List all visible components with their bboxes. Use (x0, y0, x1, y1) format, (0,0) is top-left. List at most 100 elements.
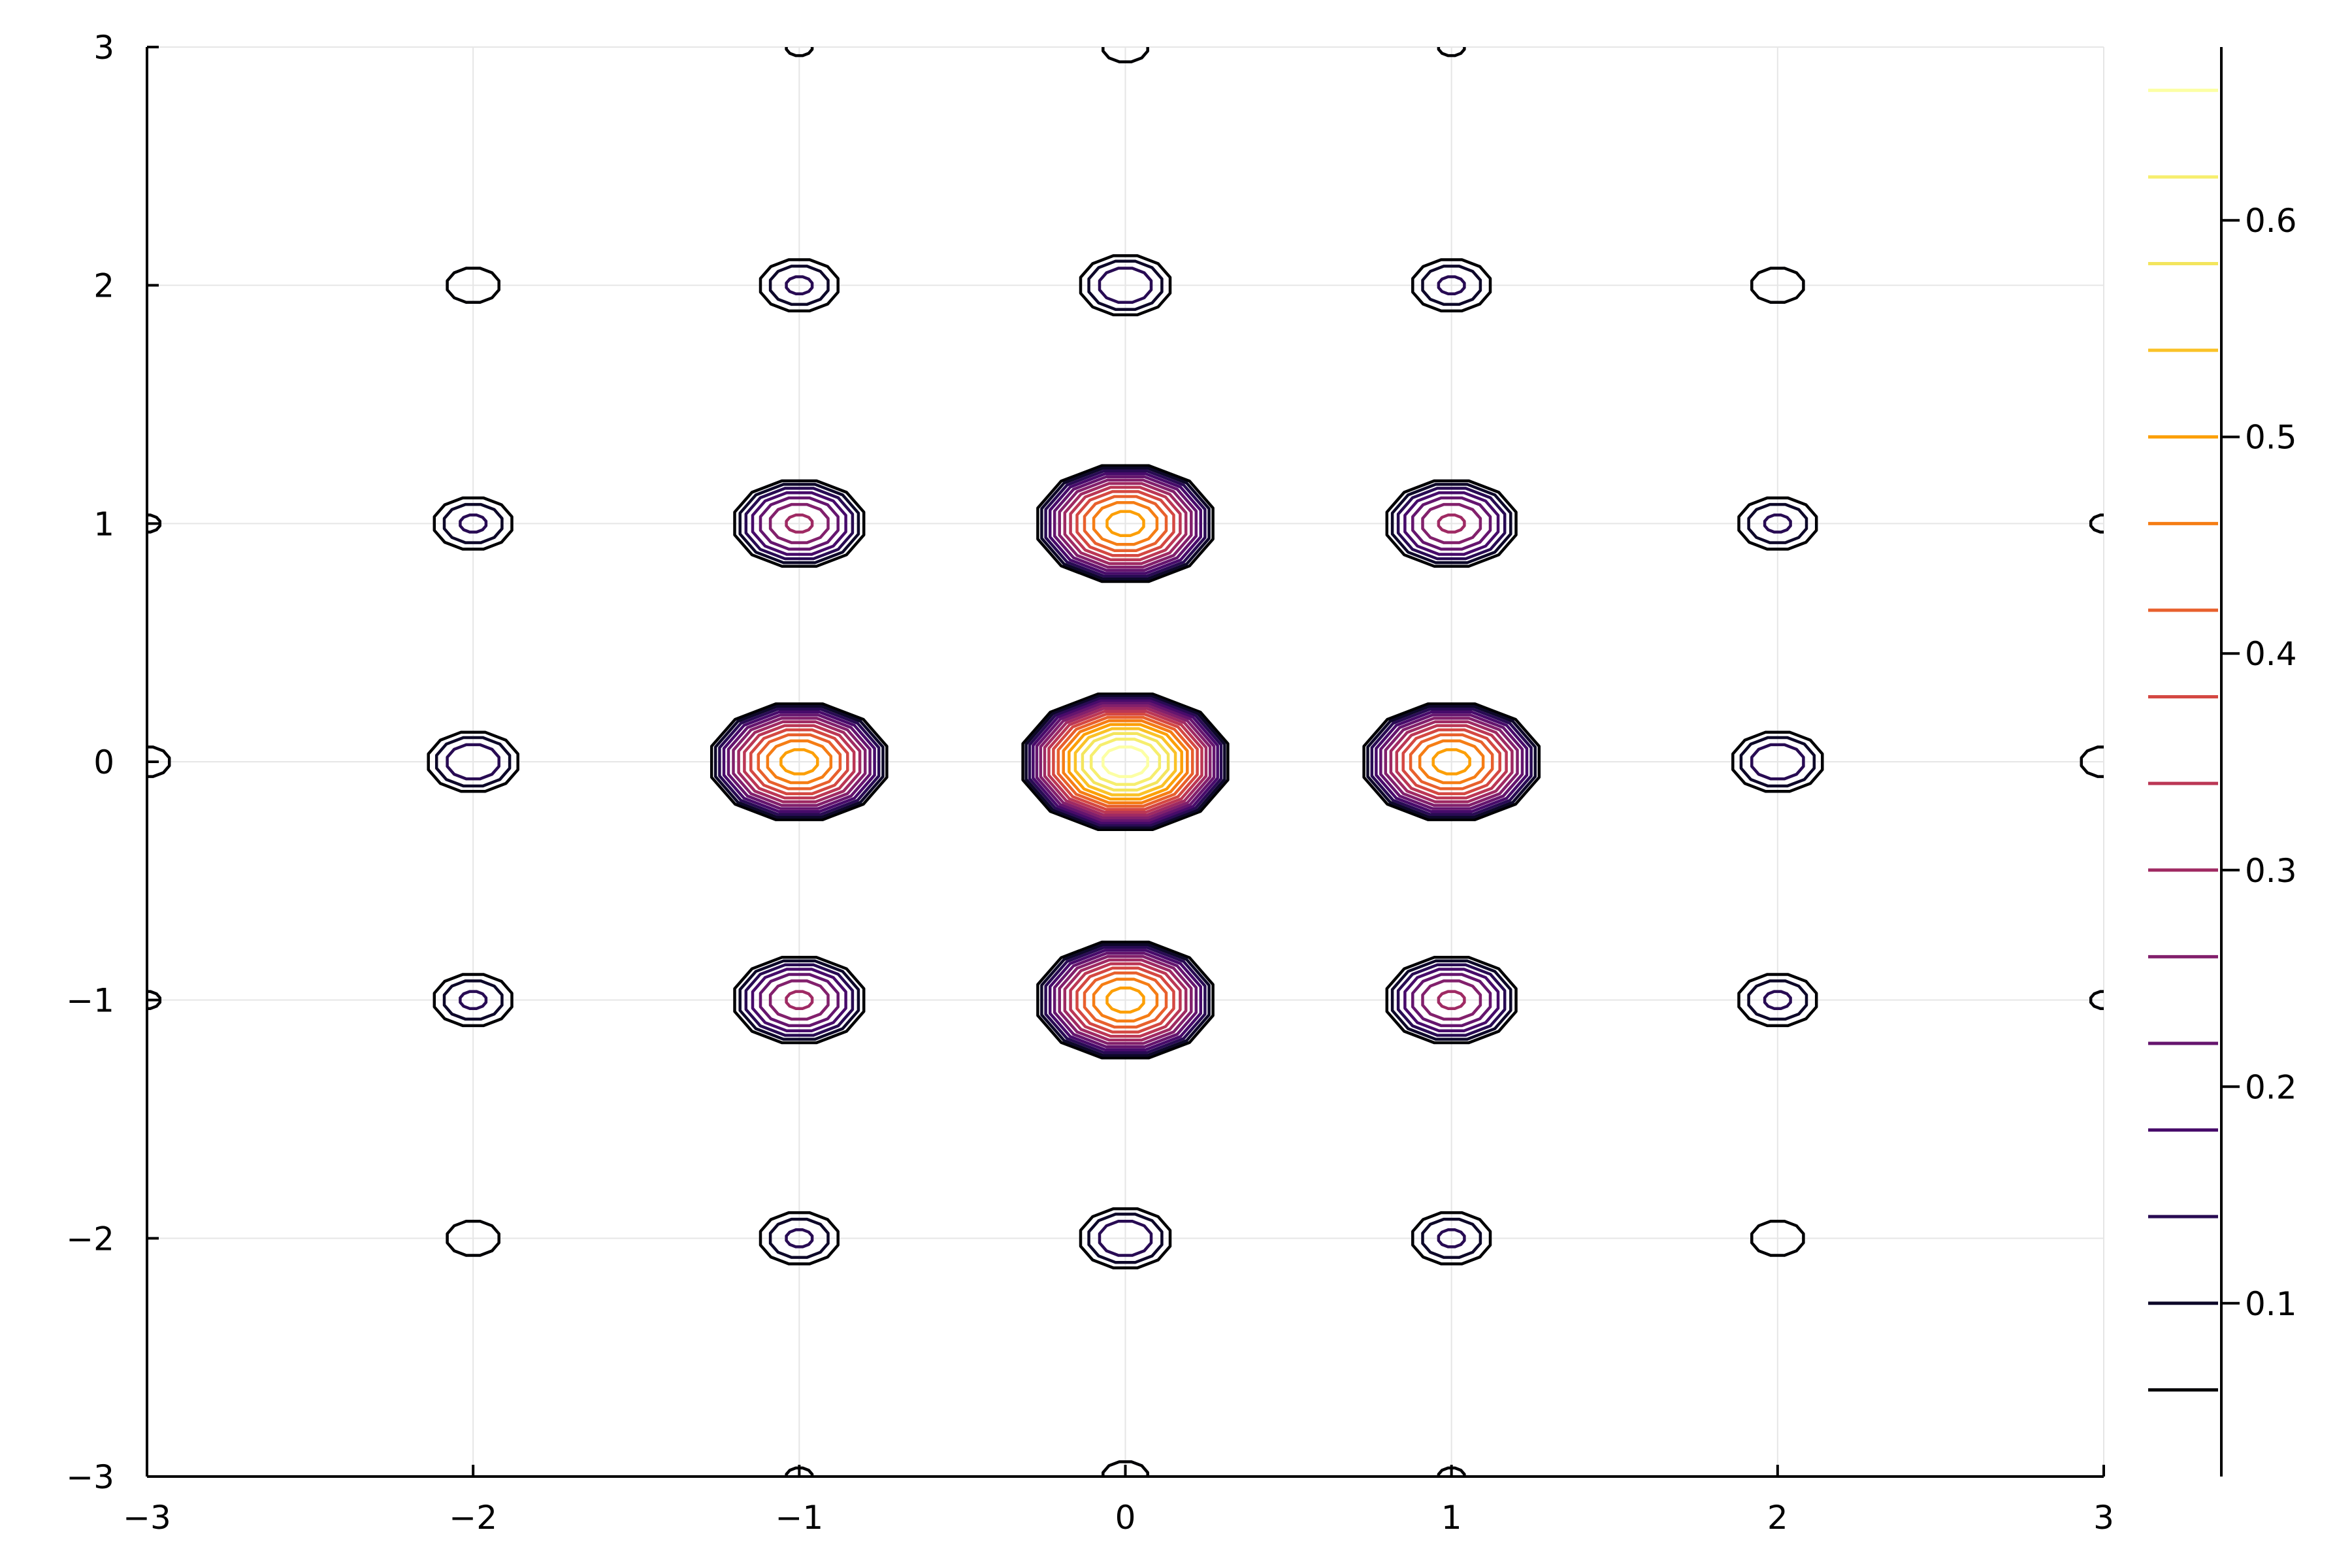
contour-ring-128 (446, 267, 500, 304)
contour-ring-1 (1024, 694, 1226, 829)
contour-ring-53 (1040, 943, 1211, 1057)
contour-ring-70 (785, 514, 814, 534)
colorbar-tick-label: 0.5 (2245, 419, 2297, 457)
contour-ring-42 (1044, 469, 1207, 578)
contour-ring-24 (749, 728, 849, 796)
contour-ring-72 (1390, 483, 1512, 564)
contour-ring-134 (1102, 47, 1149, 63)
contour-ring-106 (459, 514, 488, 534)
x-tick-label: 2 (1767, 1499, 1788, 1537)
contour-ring-139 (2089, 990, 2104, 1010)
contour-ring-63 (1105, 986, 1145, 1014)
contour-ring-22 (737, 720, 862, 804)
contour-ring-89 (1411, 973, 1492, 1028)
contour-ring-44 (1053, 475, 1198, 572)
contour-ring-93 (434, 736, 512, 788)
x-axis-ticks: −3 −2 −1 0 1 2 3 (123, 1465, 2114, 1537)
contour-ring-34 (1389, 720, 1514, 804)
contour-ring-9 (1056, 715, 1194, 808)
contour-ring-142 (785, 1466, 814, 1477)
y-axis-ticks: −3 −2 −1 0 1 2 3 (66, 29, 159, 1496)
contour-ring-55 (1048, 949, 1203, 1052)
contour-ring-64 (733, 479, 866, 568)
contour-ring-46 (1063, 482, 1188, 565)
colorbar-tick-label: 0.4 (2245, 635, 2297, 673)
contour-ring-110 (433, 973, 514, 1028)
contour-ring-143 (1437, 1466, 1466, 1477)
contour-ring-37 (1409, 733, 1494, 791)
contour-ring-132 (147, 745, 171, 778)
contour-ring-8 (1052, 712, 1199, 811)
contour-ring-113 (1737, 973, 1818, 1028)
contour-ring-25 (757, 733, 842, 791)
contour-ring-107 (1737, 496, 1818, 551)
contour-ring-18 (718, 708, 881, 816)
contour-ring-103 (1098, 1219, 1153, 1257)
contour-ring-41 (1040, 466, 1211, 581)
grid (146, 46, 2104, 1477)
contour-ring-116 (759, 258, 840, 313)
colorbar-tick-label: 0.2 (2245, 1068, 2297, 1106)
contour-ring-58 (1063, 958, 1188, 1042)
contour-ring-45 (1058, 478, 1193, 569)
contour-ring-131 (1750, 1219, 1805, 1257)
contour-ring-20 (727, 713, 872, 810)
contour-ring-99 (1087, 259, 1164, 311)
x-tick-label: 0 (1115, 1499, 1136, 1537)
contour-ring-141 (1437, 47, 1466, 57)
contour-ring-38 (1418, 739, 1485, 785)
contour-ring-127 (1437, 1228, 1466, 1249)
contour-ring-135 (1102, 1460, 1149, 1477)
contour-ring-4 (1035, 702, 1216, 822)
contour-ring-0 (1021, 693, 1230, 831)
contour-ring-95 (1731, 730, 1824, 793)
y-tick-label: −3 (66, 1458, 114, 1496)
contour-ring-19 (722, 710, 876, 813)
contour-ring-136 (147, 514, 162, 534)
contour-ring-138 (147, 990, 162, 1010)
contour-ring-39 (1431, 748, 1471, 776)
contour-ring-59 (1069, 962, 1182, 1038)
contour-ring-36 (1401, 728, 1501, 796)
contour-ring-27 (779, 748, 819, 776)
y-tick-label: −1 (66, 982, 114, 1020)
x-tick-label: −2 (449, 1499, 497, 1537)
y-tick-label: 3 (93, 29, 114, 67)
contour-ring-123 (768, 1217, 830, 1259)
contour-ring-49 (1083, 495, 1168, 552)
contour-ring-124 (785, 1228, 814, 1249)
contour-ring-73 (1396, 487, 1507, 561)
contour-ring-87 (1396, 963, 1507, 1037)
contour-ring-92 (427, 730, 519, 793)
contour-ring-28 (1362, 702, 1541, 821)
colorbar-tick-label: 0.3 (2245, 852, 2297, 890)
colorbar-tick-label: 0.1 (2245, 1285, 2297, 1323)
contour-ring-96 (1739, 736, 1816, 788)
contour-ring-83 (768, 979, 830, 1021)
contour-ring-48 (1075, 490, 1175, 557)
contour-ring-29 (1366, 705, 1537, 819)
contour-ring-102 (1087, 1213, 1164, 1264)
contour-lines (147, 47, 2104, 1477)
contour-ring-91 (1437, 990, 1466, 1010)
contour-ring-71 (1385, 479, 1518, 568)
contour-ring-104 (433, 496, 514, 551)
contour-ring-30 (1370, 708, 1533, 816)
x-tick-label: 3 (2093, 1499, 2114, 1537)
contour-ring-111 (442, 979, 504, 1021)
y-tick-label: 2 (93, 267, 114, 305)
contour-ring-43 (1048, 472, 1203, 575)
contour-ring-137 (2089, 514, 2104, 534)
contour-ring-88 (1403, 968, 1500, 1033)
contour-ring-79 (738, 959, 860, 1041)
contour-ring-2 (1028, 696, 1223, 827)
contour-ring-7 (1047, 710, 1203, 814)
contour-ring-23 (743, 724, 856, 800)
contour-ring-14 (1089, 738, 1162, 786)
contour-ring-119 (1411, 258, 1492, 313)
contour-ring-31 (1375, 710, 1529, 813)
contour-ring-97 (1750, 743, 1805, 781)
contour-ring-78 (733, 956, 866, 1045)
contour-ring-3 (1032, 699, 1219, 825)
